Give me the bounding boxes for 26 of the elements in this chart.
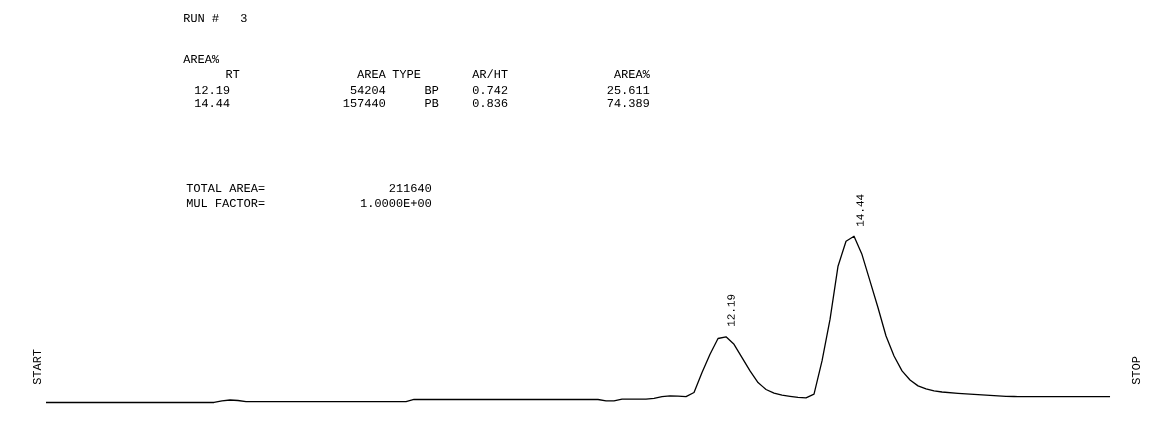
text: 1.0000E+00 xyxy=(360,198,432,208)
text: 157440 xyxy=(343,98,386,108)
text: 54204 xyxy=(350,85,386,95)
text: MUL FACTOR= xyxy=(186,198,265,208)
text: AREA xyxy=(357,70,386,78)
text: 3 xyxy=(240,13,247,23)
text: AR/HT xyxy=(472,69,508,79)
text: 12.19 xyxy=(195,85,230,95)
text: AREA% xyxy=(183,55,220,64)
text: START xyxy=(32,349,42,385)
text: 25.611 xyxy=(607,85,650,95)
text: 0.836 xyxy=(472,98,508,108)
text: 14.44 xyxy=(856,194,864,226)
text: RUN # xyxy=(184,14,219,23)
text: 211640 xyxy=(389,183,432,193)
text: TYPE xyxy=(392,70,421,78)
annotation: 12.19 xyxy=(727,294,735,326)
text: 0.742 xyxy=(472,85,508,95)
text: 14.44 xyxy=(195,99,230,107)
text: TOTAL AREA= xyxy=(186,183,265,193)
text: BP xyxy=(425,86,439,94)
text: 74.389 xyxy=(607,98,649,108)
text: RT xyxy=(226,70,240,78)
text: AREA% xyxy=(613,70,650,79)
text: PB xyxy=(425,99,439,107)
text: STOP xyxy=(1131,356,1141,385)
